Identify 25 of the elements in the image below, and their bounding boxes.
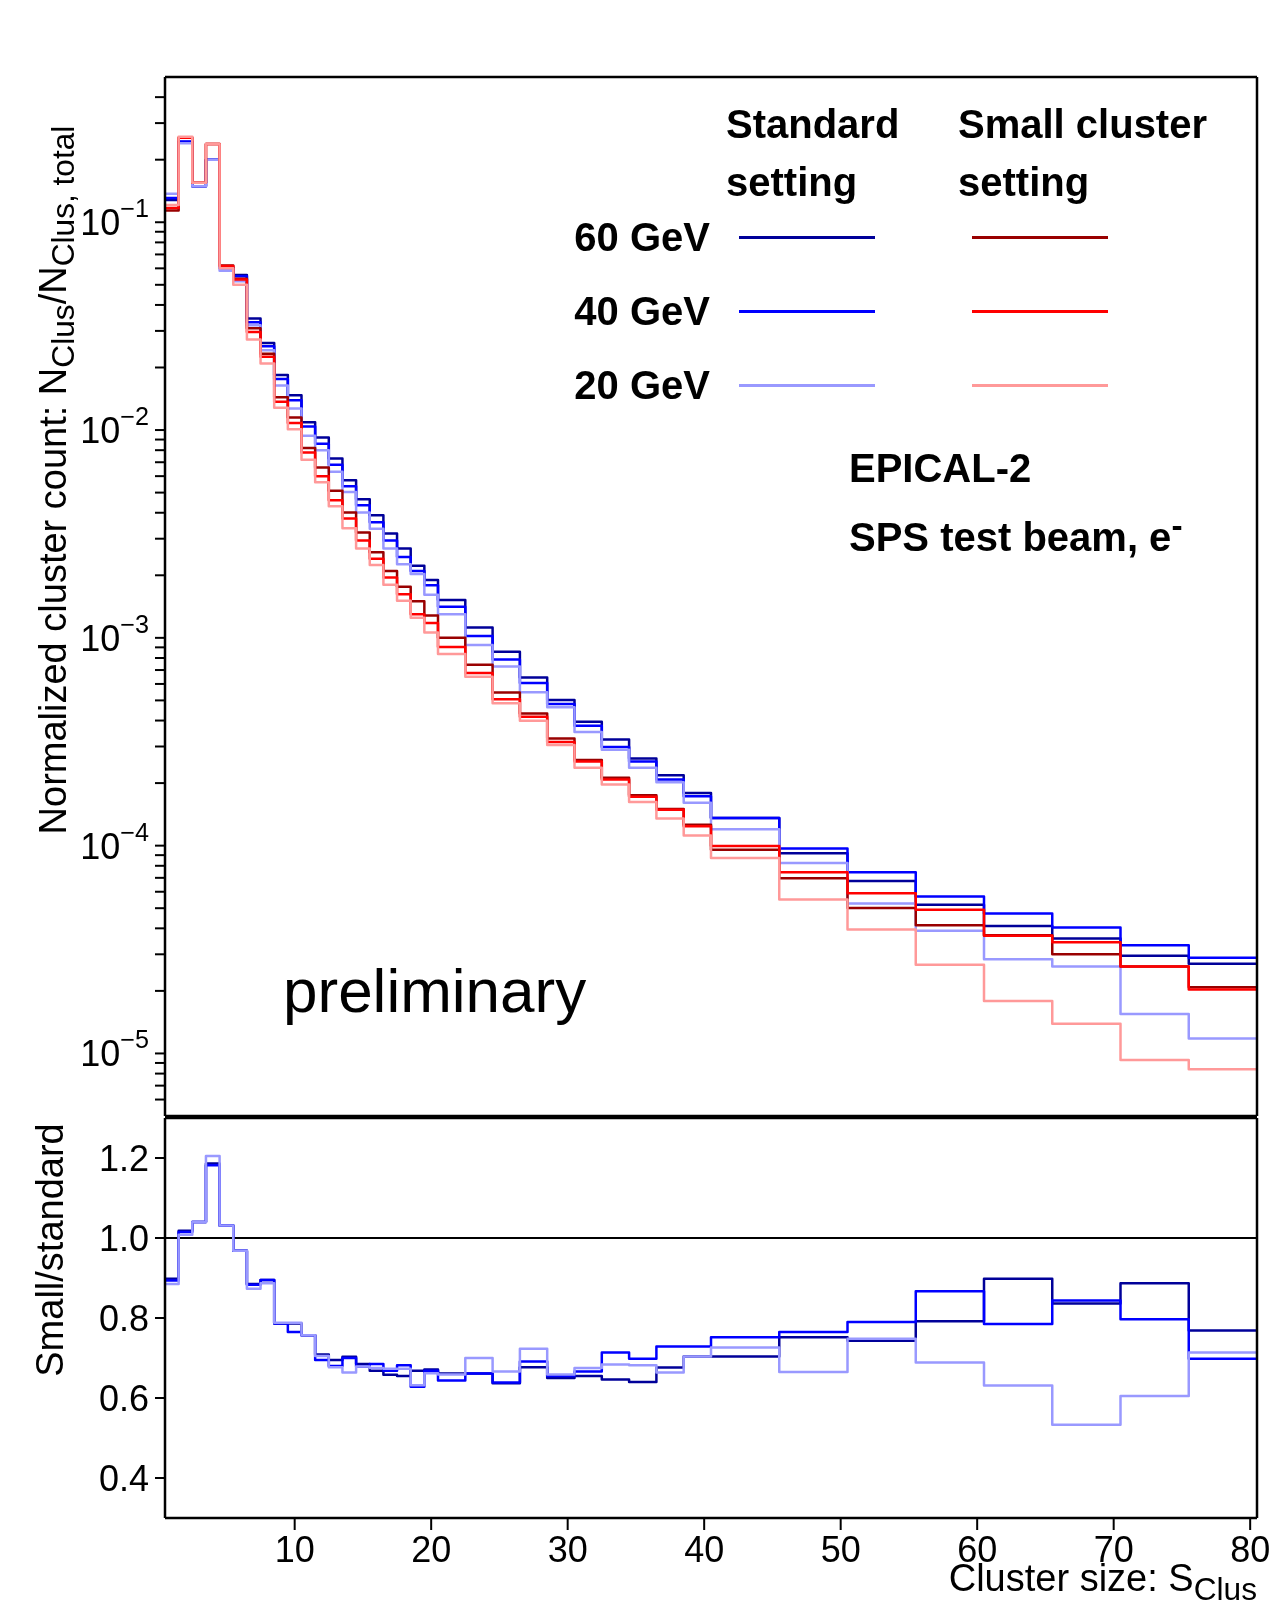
y-tick-label: 10$^{−1}$ [80, 194, 149, 243]
y-tick-label: 10$^{−4}$ [80, 817, 149, 867]
x-tick-label: 10 [274, 1529, 315, 1570]
y-tick-label: 0.8 [98, 1297, 149, 1339]
legend-label: 20 GeV [574, 362, 710, 409]
y-axis-title: Small/standard [28, 1123, 72, 1377]
annotation: Small cluster setting [958, 101, 1208, 206]
y-tick-label: 10$^{−3}$ [80, 609, 149, 659]
annotation: preliminary [283, 955, 587, 1027]
x-tick-label: 20 [411, 1529, 452, 1570]
x-tick-label: 80 [1230, 1529, 1271, 1570]
x-tick-label: 30 [547, 1529, 588, 1570]
y-tick-label: 1.2 [98, 1137, 149, 1179]
annotation: EPICAL-2 [849, 445, 1032, 492]
y-tick-label: 0.4 [98, 1457, 149, 1499]
legend-label: 40 GeV [574, 288, 710, 335]
y-tick-label: 10$^{−5}$ [80, 1025, 149, 1074]
legend-label: 60 GeV [574, 214, 710, 261]
annotation: SPS test beam, e$^{-}$ [849, 506, 1183, 562]
y-tick-label: 1.0 [98, 1217, 149, 1259]
x-tick-label: 50 [820, 1529, 861, 1570]
annotation: Standard setting [726, 101, 901, 206]
y-tick-label: 10$^{−2}$ [80, 402, 149, 451]
x-tick-label: 40 [684, 1529, 725, 1570]
y-tick-label: 0.6 [98, 1377, 149, 1419]
